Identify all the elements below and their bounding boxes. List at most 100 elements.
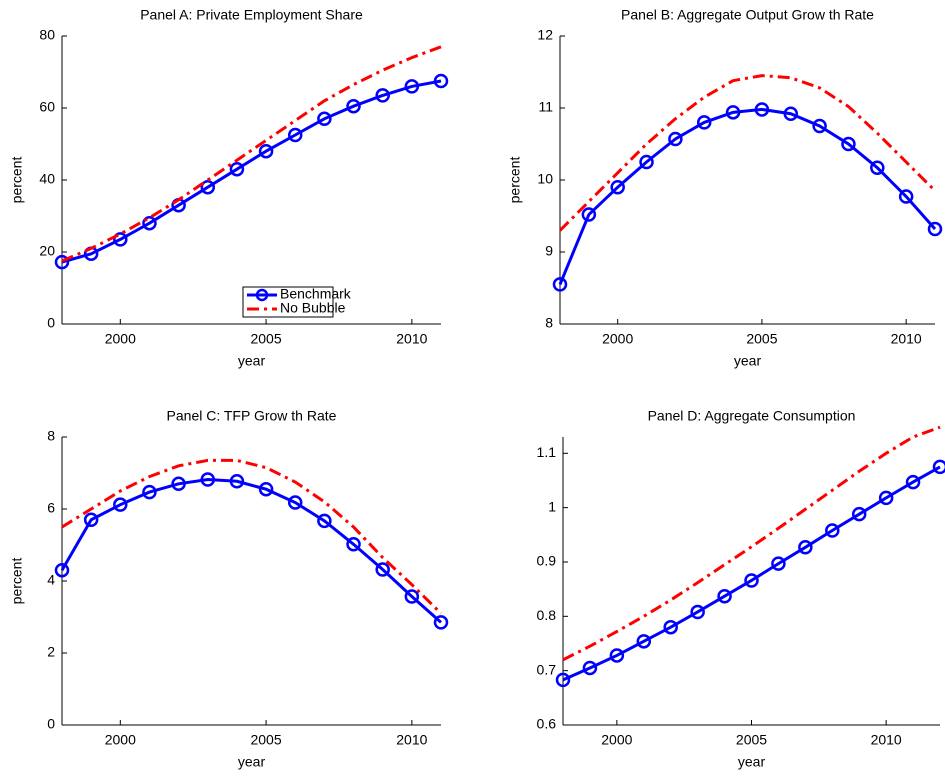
marker — [375, 562, 390, 577]
y-axis-label: percent — [9, 558, 25, 605]
y-tick-label: 80 — [39, 27, 55, 43]
marker — [375, 88, 390, 103]
marker — [200, 472, 216, 487]
y-axis-label: percent — [9, 157, 25, 204]
marker — [404, 79, 420, 94]
y-tick-label: 0.6 — [537, 716, 557, 732]
marker — [609, 648, 625, 663]
series-line — [562, 425, 941, 662]
marker — [610, 179, 625, 195]
y-tick-label: 4 — [47, 572, 55, 588]
x-axis-label: year — [738, 754, 766, 770]
x-tick-label: 2010 — [891, 331, 922, 347]
series-line — [562, 465, 941, 682]
marker — [83, 512, 99, 528]
chart-title: Panel C: TFP Grow th Rate — [167, 408, 337, 424]
x-tick-label: 2005 — [746, 331, 777, 347]
y-tick-label: 20 — [39, 243, 55, 259]
marker — [113, 497, 128, 512]
marker — [898, 189, 914, 204]
marker — [229, 474, 245, 489]
y-tick-label: 1 — [548, 498, 556, 514]
marker — [798, 540, 813, 555]
y-tick-label: 1.1 — [537, 444, 557, 460]
marker — [812, 118, 827, 134]
marker — [552, 277, 568, 292]
marker — [555, 672, 571, 688]
series-line — [558, 74, 937, 232]
marker — [346, 537, 361, 552]
x-tick-label: 2005 — [250, 331, 281, 347]
marker — [258, 481, 274, 497]
marker — [317, 111, 332, 127]
y-tick-label: 40 — [39, 171, 55, 187]
x-axis-label: year — [734, 353, 762, 369]
marker — [754, 102, 770, 117]
y-axis-label: percent — [507, 157, 523, 204]
marker — [54, 562, 70, 578]
y-tick-label: 8 — [47, 428, 55, 444]
marker — [200, 179, 216, 195]
y-tick-label: 0.7 — [537, 661, 557, 677]
marker — [142, 215, 157, 231]
marker — [258, 143, 274, 159]
marker — [581, 207, 597, 222]
legend-marker — [255, 288, 269, 302]
x-tick-label: 2010 — [396, 732, 427, 748]
x-tick-label: 2000 — [601, 732, 632, 748]
marker — [582, 660, 598, 676]
x-axis-label: year — [238, 353, 266, 369]
marker — [404, 589, 420, 604]
chart-title: Panel B: Aggregate Output Grow th Rate — [621, 7, 874, 23]
y-tick-label: 12 — [537, 27, 553, 43]
x-tick-label: 2005 — [250, 732, 281, 748]
series-line — [558, 107, 937, 285]
y-tick-label: 11 — [538, 99, 553, 115]
chart-title: Panel A: Private Employment Share — [140, 7, 363, 23]
y-tick-label: 0.8 — [537, 607, 557, 623]
marker — [287, 127, 303, 143]
y-tick-label: 6 — [47, 500, 55, 516]
marker — [113, 232, 128, 247]
x-axis-label: year — [238, 754, 266, 770]
marker — [690, 604, 705, 620]
marker — [927, 221, 943, 237]
marker — [171, 476, 186, 492]
y-tick-label: 10 — [537, 171, 553, 187]
chart-title: Panel D: Aggregate Consumption — [648, 408, 856, 424]
marker — [870, 160, 885, 176]
marker — [717, 588, 732, 604]
marker — [696, 115, 712, 130]
legend-label: No Bubble — [280, 300, 346, 316]
x-tick-label: 2010 — [871, 732, 902, 748]
marker — [932, 459, 945, 475]
marker — [317, 513, 332, 529]
marker — [229, 161, 245, 177]
marker — [841, 136, 856, 152]
marker — [639, 154, 654, 170]
x-tick-label: 2010 — [396, 331, 427, 347]
marker — [825, 523, 840, 538]
x-tick-label: 2000 — [105, 732, 136, 748]
y-tick-label: 0 — [47, 716, 55, 732]
marker — [725, 105, 741, 120]
marker — [905, 474, 921, 490]
y-tick-label: 60 — [39, 99, 55, 115]
y-tick-label: 9 — [545, 243, 553, 259]
marker — [346, 98, 361, 114]
y-tick-label: 2 — [47, 644, 55, 660]
y-tick-label: 0.9 — [537, 553, 557, 569]
marker — [636, 634, 652, 649]
x-tick-label: 2005 — [736, 732, 767, 748]
marker — [287, 495, 303, 510]
legend-label: Benchmark — [280, 286, 352, 302]
marker — [771, 556, 786, 571]
marker — [783, 106, 799, 122]
marker — [663, 619, 678, 635]
marker — [54, 254, 70, 270]
y-tick-label: 0 — [47, 315, 55, 331]
x-tick-label: 2000 — [105, 331, 136, 347]
series-line — [60, 477, 442, 624]
marker — [744, 573, 759, 588]
